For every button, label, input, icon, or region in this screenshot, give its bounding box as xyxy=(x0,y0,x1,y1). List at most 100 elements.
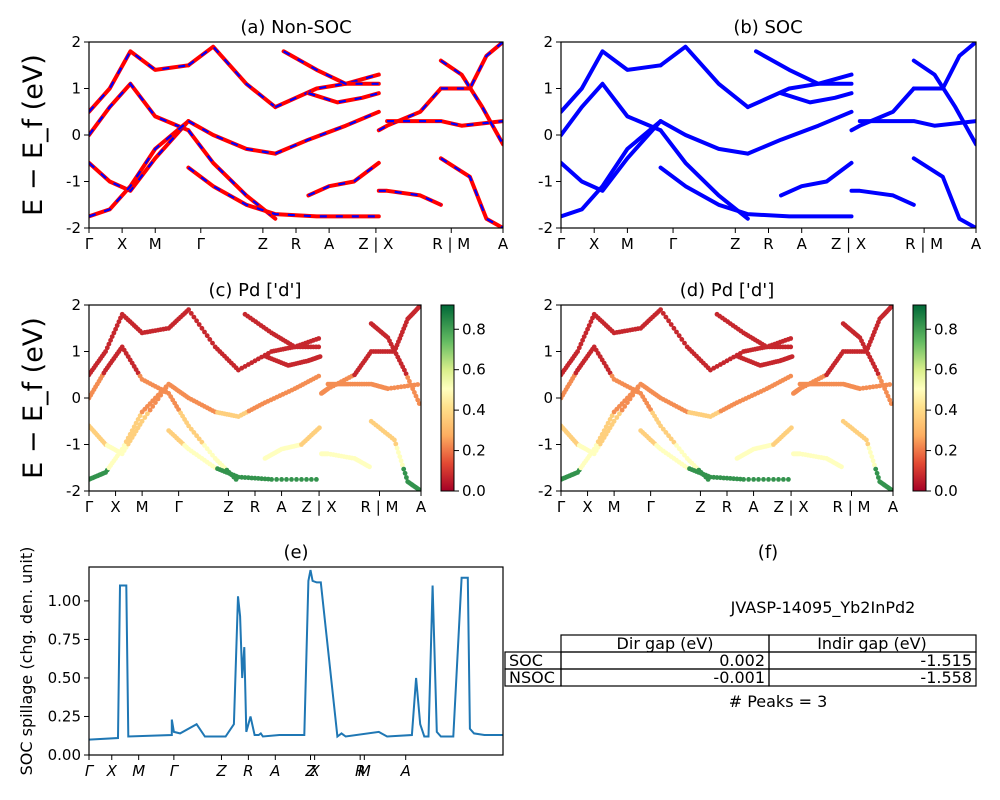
projection-point xyxy=(204,333,210,339)
colorbar-tick-label: 0.2 xyxy=(934,442,958,460)
panel-e-kpoint-label: X xyxy=(106,762,118,780)
projection-point xyxy=(658,423,663,429)
projection-point xyxy=(887,382,893,387)
projection-point xyxy=(609,413,615,419)
projection-point xyxy=(106,341,112,347)
projection-point xyxy=(417,487,421,491)
panel-c-ytick-label: 0 xyxy=(71,389,81,407)
panel-c-kpoint-label: R | M xyxy=(361,498,399,516)
band-line-overlay xyxy=(387,119,503,127)
projection-point xyxy=(294,477,299,482)
figure-id-text: JVASP-14095_Yb2InPd2 xyxy=(730,598,916,618)
projection-point xyxy=(578,341,584,347)
panel-c-kpoint-label: A xyxy=(416,498,427,516)
projection-point xyxy=(125,435,131,441)
projection-point xyxy=(118,315,123,321)
panel-c-ytick-label: -2 xyxy=(66,482,81,500)
projection-point xyxy=(204,446,210,452)
projection-point xyxy=(671,439,677,445)
projection-point xyxy=(316,336,322,341)
panel-c-kpoint-label: Γ xyxy=(85,498,94,516)
projection-point xyxy=(210,340,215,346)
projection-point xyxy=(274,477,279,482)
panel-e-kpoint-label: Γ xyxy=(170,762,180,780)
projection-point xyxy=(259,476,264,482)
projection-point xyxy=(674,329,679,335)
band-line xyxy=(273,72,381,110)
projection-point xyxy=(417,305,421,309)
panel-a-ytick-label: 2 xyxy=(71,33,81,51)
panel-b-ytick-label: -1 xyxy=(538,173,553,191)
projection-point xyxy=(114,323,120,328)
panel-e-ytick-label: 0.25 xyxy=(48,707,81,725)
panel-d-kpoint-label: A xyxy=(748,498,759,516)
projection-point xyxy=(581,334,587,339)
projection-point xyxy=(299,477,304,482)
projection-point xyxy=(875,371,881,377)
panel-e-kpoint-label: Z xyxy=(215,762,227,780)
band-line xyxy=(89,49,191,114)
panel-d-kpoint-label: M xyxy=(608,498,621,516)
projection-point xyxy=(408,382,414,388)
energy-ylabel-middle: E − E_f (eV) xyxy=(18,317,49,479)
band-line xyxy=(561,119,663,193)
band-line xyxy=(186,119,278,156)
projection-point xyxy=(869,454,875,459)
panel-e-kpoint-label: R xyxy=(355,762,365,780)
projection-point xyxy=(415,397,421,403)
band-line xyxy=(849,86,916,133)
projection-point xyxy=(888,401,893,406)
panel-a-kpoint-label: Z xyxy=(258,235,268,253)
panel-a-kpoint-label: M xyxy=(149,235,162,253)
projection-point xyxy=(127,431,133,437)
band-line xyxy=(745,109,854,156)
panel-d-ytick-label: 1 xyxy=(543,343,553,361)
projection-point xyxy=(874,470,880,476)
projection-point xyxy=(866,445,872,451)
panel-b-frame xyxy=(560,41,977,229)
colorbar-tick-label: 0.4 xyxy=(934,401,958,419)
projection-point xyxy=(583,330,589,336)
band-line xyxy=(911,58,976,147)
projection-point xyxy=(191,314,197,320)
projection-point xyxy=(147,407,153,413)
projection-point xyxy=(135,417,141,422)
projection-point xyxy=(599,431,605,437)
panel-d-title: (d) Pd ['d'] xyxy=(680,280,775,301)
projection-point xyxy=(404,475,409,480)
projection-point xyxy=(671,325,677,331)
projection-point xyxy=(879,378,884,384)
panel-c-kpoint-label: A xyxy=(276,498,287,516)
projection-point xyxy=(619,407,625,413)
panel-c-kpoint-label: Z xyxy=(223,498,233,516)
panel-b-kpoint-label: Z | X xyxy=(831,235,866,253)
projection-point xyxy=(410,386,416,392)
projection-point xyxy=(402,470,408,476)
panel-a-kpoint-label: R | M xyxy=(432,235,470,253)
projection-point xyxy=(839,464,844,470)
projection-point xyxy=(666,433,671,439)
panel-e-title: (e) xyxy=(283,542,308,563)
band-line xyxy=(658,119,750,156)
panel-d-ytick-label: 2 xyxy=(543,296,553,314)
panel-e-kpoint-label: Γ xyxy=(85,762,95,780)
projection-point xyxy=(676,333,682,339)
projection-point xyxy=(199,439,205,445)
projection-point xyxy=(196,322,202,327)
projection-point xyxy=(880,382,886,388)
panel-b-kpoint-label: R | M xyxy=(905,235,943,253)
projection-point xyxy=(668,322,674,327)
projection-point xyxy=(788,373,794,379)
panel-b-kpoint-label: A xyxy=(797,235,808,253)
projection-point xyxy=(407,378,412,384)
projection-point xyxy=(186,423,192,429)
colorbar-tick-label: 0.0 xyxy=(934,482,958,500)
projection-point xyxy=(279,477,284,482)
panel-f-title: (f) xyxy=(758,542,778,563)
projection-point xyxy=(605,420,611,426)
projection-point xyxy=(593,443,599,448)
panel-e-ytick-label: 0.75 xyxy=(48,630,81,648)
colorbar-tick-label: 0.8 xyxy=(934,320,958,338)
projection-point xyxy=(877,375,883,380)
band-line-overlay xyxy=(89,82,189,136)
